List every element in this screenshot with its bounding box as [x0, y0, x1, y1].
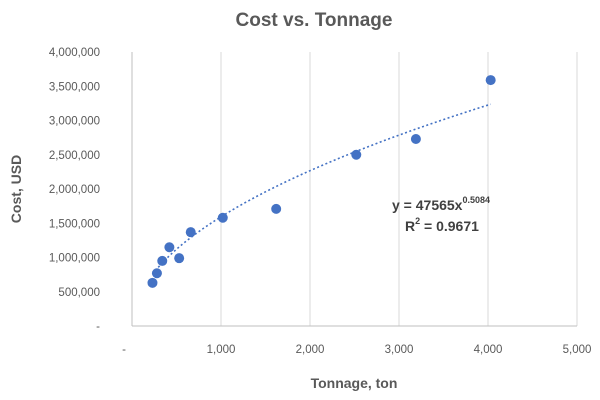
x-tick-label: 2,000	[296, 344, 325, 356]
y-tick-label: 4,000,000	[49, 47, 100, 59]
y-tick-label: 2,000,000	[49, 184, 100, 196]
y-tick-labels: - 500,000 1,000,000 1,500,000 2,000,000 2,500…	[49, 47, 100, 333]
data-point	[157, 255, 168, 266]
gridlines	[220, 52, 578, 326]
power-trendline	[151, 103, 491, 275]
y-tick-label: -	[96, 321, 100, 333]
axes	[131, 52, 577, 327]
data-point	[410, 133, 421, 144]
equation-exponent: 0.5084	[462, 195, 490, 205]
data-point	[151, 268, 162, 279]
data-points	[147, 75, 496, 288]
r-squared-label: R2 = 0.9671	[405, 216, 479, 234]
chart-title: Cost vs. Tonnage	[236, 10, 393, 31]
x-tick-label: 3,000	[385, 344, 414, 356]
trendline-group	[151, 103, 491, 275]
r-squared-base: R	[405, 218, 415, 234]
data-point	[271, 203, 282, 214]
data-point	[485, 75, 496, 86]
x-tick-labels: - 1,000 2,000 3,000 4,000 5,000	[122, 344, 591, 356]
y-tick-label: 3,000,000	[49, 116, 100, 128]
data-point	[164, 242, 175, 253]
y-tick-label: 3,500,000	[49, 81, 100, 93]
x-tick-label: 4,000	[474, 344, 503, 356]
r-squared-superscript: 2	[415, 216, 420, 226]
y-tick-label: 1,000,000	[49, 253, 100, 265]
y-axis-title: Cost, USD	[8, 155, 24, 223]
data-point	[217, 212, 228, 223]
data-point	[174, 253, 185, 264]
trendline-equation: y = 47565x0.5084	[392, 195, 490, 213]
data-point	[351, 149, 362, 160]
r-squared-value: = 0.9671	[420, 218, 479, 234]
data-point	[147, 277, 158, 288]
y-tick-label: 500,000	[58, 287, 100, 299]
x-tick-label: 5,000	[563, 344, 592, 356]
x-tick-label: 1,000	[207, 344, 236, 356]
y-tick-label: 2,500,000	[49, 150, 100, 162]
y-tick-label: 1,500,000	[49, 218, 100, 230]
equation-base: y = 47565x	[392, 197, 463, 213]
x-tick-label: -	[122, 344, 126, 356]
data-point	[185, 227, 196, 238]
x-axis-title: Tonnage, ton	[311, 375, 398, 391]
